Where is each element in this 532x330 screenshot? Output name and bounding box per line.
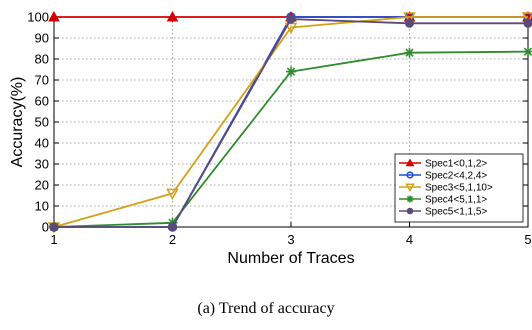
legend-label: Spec5<1,1,5> <box>425 207 487 218</box>
legend-marker <box>405 183 415 193</box>
y-axis-label: Accuracy(%) <box>9 77 26 168</box>
x-tick-label: 5 <box>524 232 531 247</box>
data-point <box>523 46 532 57</box>
legend-entry: Spec1<0,1,2> <box>399 158 487 170</box>
marker-stroke <box>286 67 296 76</box>
x-tick-label: 3 <box>287 232 294 247</box>
data-point <box>49 222 59 232</box>
data-point <box>403 12 416 24</box>
data-point <box>286 66 296 77</box>
data-point <box>521 12 532 24</box>
data-point <box>48 10 60 22</box>
legend-entry: Spec2<4,2,4> <box>399 171 487 182</box>
data-point <box>404 47 415 58</box>
x-tick-label: 2 <box>169 232 176 247</box>
y-tick-label: 100 <box>27 10 49 25</box>
y-tick-label: 60 <box>35 94 49 109</box>
axis-ticks: 0 10 20 30 40 50 60 70 80 90 100 1 2 3 4 5 <box>27 10 531 248</box>
legend-marker <box>406 195 414 203</box>
y-tick-label: 50 <box>35 115 49 130</box>
x-tick-label: 4 <box>406 232 413 247</box>
y-tick-label: 80 <box>35 52 49 67</box>
legend-entry: Spec4<5,1,1> <box>399 195 487 206</box>
y-tick-label: 90 <box>35 31 49 46</box>
legend-marker <box>406 171 414 179</box>
x-tick-label: 1 <box>50 232 57 247</box>
marker-stroke <box>523 47 532 56</box>
legend-marker <box>405 158 415 167</box>
legend: Spec1<0,1,2>Spec2<4,2,4>Spec3<5,1,10>Spe… <box>394 153 524 223</box>
legend-label: Spec2<4,2,4> <box>425 171 487 182</box>
legend-label: Spec3<5,1,10> <box>425 183 493 194</box>
y-tick-label: 30 <box>35 157 49 172</box>
accuracy-line-chart: 0 10 20 30 40 50 60 70 80 90 100 1 2 3 4 5 Number of Tr… <box>9 10 532 267</box>
legend-label: Spec1<0,1,2> <box>425 159 487 170</box>
figure-caption: (a) Trend of accuracy <box>197 300 335 317</box>
grid <box>54 17 528 227</box>
legend-label: Spec4<5,1,1> <box>425 195 487 206</box>
y-tick-label: 10 <box>35 199 49 214</box>
legend-marker <box>406 207 414 215</box>
legend-entry: Spec3<5,1,10> <box>399 183 493 194</box>
y-tick-label: 20 <box>35 178 49 193</box>
y-tick-label: 40 <box>35 136 49 151</box>
data-point <box>286 14 296 24</box>
data-point <box>166 188 179 200</box>
marker-stroke <box>405 48 414 57</box>
marker-stroke <box>406 195 414 203</box>
y-tick-label: 0 <box>42 220 49 235</box>
data-point <box>166 10 179 22</box>
x-axis-label: Number of Traces <box>227 250 354 267</box>
data-point <box>523 18 532 28</box>
legend-entry: Spec5<1,1,5> <box>399 207 487 218</box>
data-point <box>168 222 177 232</box>
y-tick-label: 70 <box>35 73 49 88</box>
series-group <box>47 10 532 234</box>
series-5 <box>49 14 532 232</box>
series-line <box>53 16 528 228</box>
data-point <box>405 18 414 28</box>
